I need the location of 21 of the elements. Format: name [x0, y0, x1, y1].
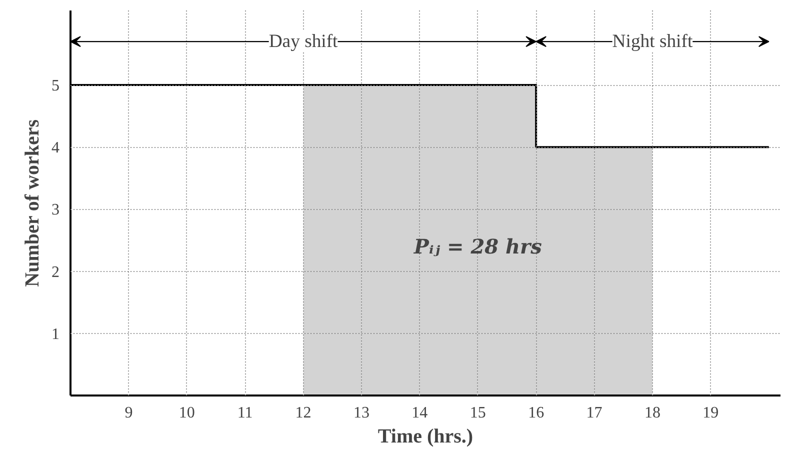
y-tick-label: 2 — [52, 264, 60, 281]
y-tick-label: 1 — [52, 326, 60, 343]
y-tick-label: 5 — [52, 78, 60, 95]
x-tick-label: 19 — [702, 404, 719, 422]
x-tick-label: 13 — [353, 404, 370, 422]
x-tick-label: 12 — [295, 404, 312, 422]
annotation: Night shift — [612, 31, 694, 52]
x-tick-label: 18 — [644, 404, 660, 422]
x-tick-label: 11 — [237, 404, 253, 422]
x-axis-title: Time (hrs.) — [378, 426, 474, 448]
x-tick-label: 15 — [470, 404, 486, 422]
y-axis-title: Number of workers — [22, 119, 44, 287]
y-tick-label: 3 — [52, 202, 60, 219]
x-tick-label: 17 — [586, 404, 602, 422]
annotation: Pᵢⱼ = 28 hrs — [412, 234, 542, 258]
annotation: Day shift — [268, 31, 339, 52]
x-tick-label: 10 — [178, 404, 195, 422]
x-tick-label: 14 — [412, 404, 428, 422]
y-tick-label: 4 — [52, 140, 60, 157]
x-tick-label: 9 — [124, 404, 133, 422]
x-tick-label: 16 — [528, 404, 544, 422]
